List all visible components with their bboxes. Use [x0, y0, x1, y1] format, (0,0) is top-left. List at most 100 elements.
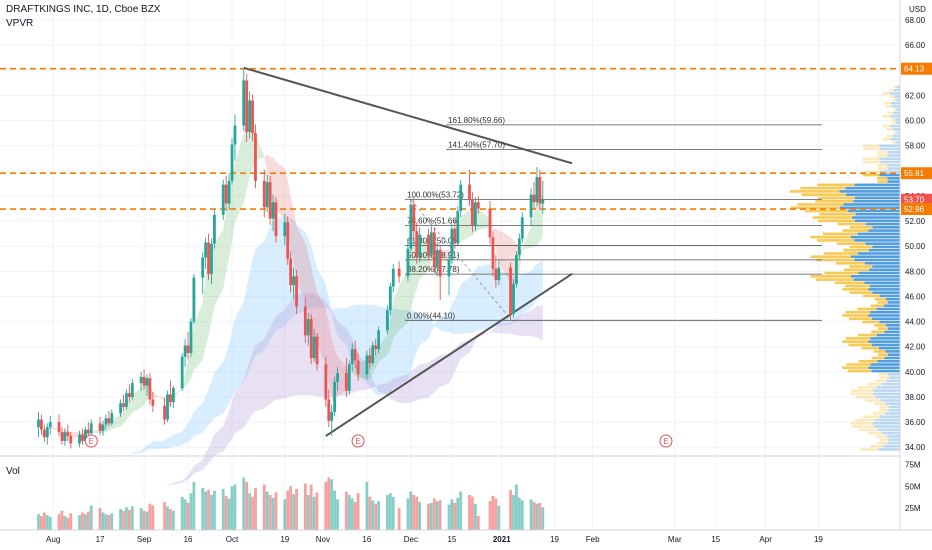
volume-bar: [497, 505, 501, 530]
vp-row-down: [862, 160, 880, 164]
volume-bar: [453, 502, 457, 530]
vp-row-up: [896, 85, 900, 89]
candle-body: [283, 222, 287, 237]
ma-ribbon-segment: [305, 242, 309, 310]
price-label-bg: [901, 62, 932, 75]
vp-row-down: [882, 114, 891, 118]
volume-bar: [371, 500, 375, 530]
volume-label[interactable]: Vol: [6, 466, 20, 477]
candle-body: [104, 418, 108, 425]
vp-row-up: [880, 399, 900, 402]
vp-row-down: [801, 193, 846, 196]
candle-body: [494, 268, 498, 281]
vp-row-up: [853, 278, 900, 281]
volume-bar: [283, 499, 287, 530]
volume-bar: [397, 508, 401, 530]
volume-bar: [163, 502, 166, 530]
x-tick-label: 2021: [493, 535, 511, 544]
vp-row-down: [893, 108, 897, 112]
ma-ribbon-segment: [399, 270, 408, 331]
price-label-text: 52.96: [904, 205, 925, 214]
vp-row-up: [839, 190, 900, 193]
price-label-bg: [901, 203, 932, 216]
vp-row-down: [879, 438, 889, 441]
vp-row-up: [890, 92, 900, 95]
vp-row-down: [810, 235, 851, 239]
fib-level-label: 161.80%(59.66): [448, 116, 505, 125]
ma-ribbon-segment: [232, 163, 235, 242]
currency-label[interactable]: USD: [909, 5, 926, 14]
vp-row-up: [890, 101, 900, 105]
candle-body: [541, 199, 545, 204]
volume-bar: [450, 499, 454, 530]
ma-ribbon-segment: [290, 196, 294, 261]
vp-row-down: [817, 183, 855, 187]
candle-body: [312, 336, 316, 359]
vp-row-down: [874, 324, 886, 327]
symbol-title[interactable]: DRAFTKINGS INC, 1D, Cboe BZX: [6, 4, 161, 15]
candle-body: [230, 144, 234, 181]
ma-ribbon-segment: [226, 195, 230, 273]
volume-bar: [427, 503, 430, 530]
earnings-marker: [84, 434, 98, 448]
vp-row-down: [892, 98, 897, 102]
ma-ribbon-segment: [275, 161, 285, 220]
vp-row-down: [876, 435, 888, 438]
vp-row-down: [849, 226, 873, 229]
volume-bar: [271, 497, 275, 530]
candle-body: [186, 345, 190, 353]
volume-bar: [213, 490, 216, 530]
volume-bar: [268, 495, 272, 530]
candle-body: [427, 234, 430, 254]
trendline: [243, 66, 573, 165]
volume-bar: [415, 496, 419, 530]
volume-bar: [356, 493, 360, 530]
candles: [37, 68, 545, 449]
candle-body: [183, 345, 187, 357]
vp-row-down: [872, 412, 886, 415]
volume-bar: [344, 491, 348, 530]
fib-level-label: 100.00%(53.72): [407, 190, 464, 199]
volume-bar: [494, 498, 498, 530]
vp-row-down: [875, 379, 887, 383]
ma-ribbon-segment: [70, 432, 80, 439]
vp-row-down: [888, 88, 894, 92]
candle-body: [406, 248, 410, 277]
ma-band-purple: [38, 292, 543, 503]
candle-body: [447, 260, 451, 277]
volume-bar: [286, 490, 290, 530]
vp-row-down: [800, 186, 846, 190]
volume-bar: [309, 484, 313, 530]
moving-average-bands: [38, 109, 543, 503]
vp-row-down: [893, 131, 897, 134]
volume-bar: [89, 505, 93, 530]
volume-bar: [40, 516, 43, 530]
vp-row-down: [858, 428, 878, 432]
volume-bar: [81, 512, 84, 530]
ma-ribbon-segment: [478, 209, 491, 230]
vp-row-up: [888, 372, 900, 376]
y-tick-label: 66.00: [905, 41, 926, 50]
volume-bar: [374, 503, 378, 530]
vp-row-down: [810, 255, 851, 259]
vp-row-down: [797, 203, 844, 206]
volume-bars: [37, 477, 545, 530]
vp-row-up: [891, 105, 900, 108]
candle-body: [98, 423, 102, 431]
fib-level-label: 38.20%(47.78): [407, 265, 460, 274]
vp-row-up: [876, 333, 900, 337]
vp-row-down: [842, 314, 869, 317]
vp-row-up: [869, 284, 900, 288]
candle-body: [350, 349, 354, 365]
volume-bar: [438, 500, 442, 530]
ma-ribbon-segment: [185, 360, 189, 387]
vp-row-down: [842, 340, 869, 343]
volume-bar: [368, 496, 372, 530]
indicator-label[interactable]: VPVR: [6, 18, 34, 29]
ma-ribbon-segment: [337, 356, 347, 397]
vp-row-up: [871, 369, 900, 373]
vp-row-down: [871, 356, 885, 360]
candle-body: [81, 434, 84, 441]
vp-row-up: [896, 98, 900, 102]
